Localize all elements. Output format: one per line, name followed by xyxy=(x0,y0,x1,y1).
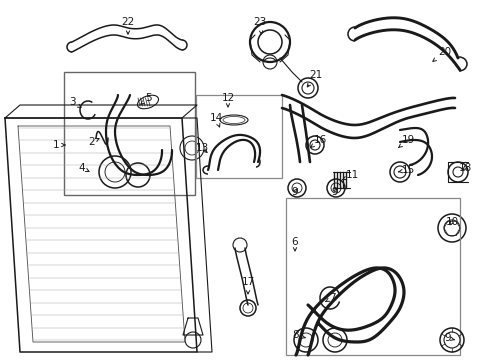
Text: 16: 16 xyxy=(310,135,326,148)
Text: 21: 21 xyxy=(306,70,322,87)
Text: 12: 12 xyxy=(221,93,234,107)
Text: 10: 10 xyxy=(445,217,458,227)
Text: 9: 9 xyxy=(291,187,298,197)
Text: 3: 3 xyxy=(68,97,81,107)
Bar xyxy=(196,95,282,178)
Text: 2: 2 xyxy=(88,137,99,147)
Text: 9: 9 xyxy=(331,187,338,197)
Text: 7: 7 xyxy=(325,293,335,303)
Text: 19: 19 xyxy=(398,135,414,148)
Text: 6: 6 xyxy=(291,237,298,251)
Text: 11: 11 xyxy=(342,170,358,180)
Text: 13: 13 xyxy=(195,143,208,153)
Text: 8: 8 xyxy=(292,330,305,340)
Text: 14: 14 xyxy=(209,113,222,127)
Bar xyxy=(285,198,459,355)
Text: 17: 17 xyxy=(241,277,254,294)
Bar xyxy=(64,72,195,195)
Text: 18: 18 xyxy=(457,163,470,173)
Text: 15: 15 xyxy=(398,165,414,175)
Text: 5: 5 xyxy=(141,93,151,104)
Text: 23: 23 xyxy=(253,17,266,34)
Text: 22: 22 xyxy=(121,17,134,34)
Text: 1: 1 xyxy=(53,140,65,150)
Text: 9: 9 xyxy=(444,333,453,343)
Text: 4: 4 xyxy=(79,163,89,173)
Text: 20: 20 xyxy=(432,47,450,61)
